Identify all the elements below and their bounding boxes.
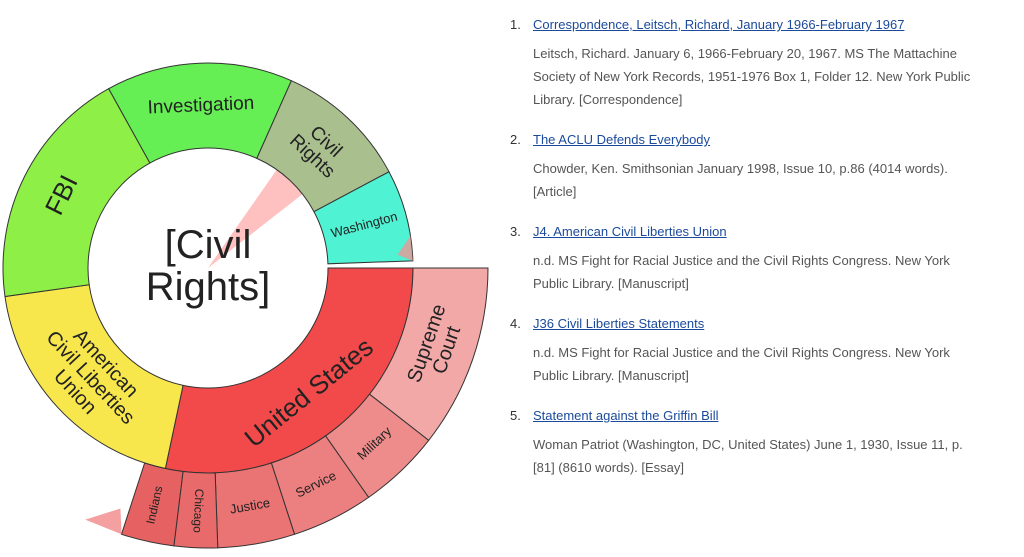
item-description: Leitsch, Richard. January 6, 1966-Februa… (533, 46, 971, 107)
result-item: 1. Correspondence, Leitsch, Richard, Janu… (505, 14, 985, 111)
label-line: [Civil (165, 223, 252, 267)
result-item: 5. Statement against the Griffin Bill Woma… (505, 405, 985, 479)
result-list: 1. Correspondence, Leitsch, Richard, Janu… (505, 14, 985, 497)
item-description: n.d. MS Fight for Racial Justice and the… (533, 345, 950, 383)
subsegment (120, 462, 184, 547)
segment (313, 171, 414, 265)
item-link[interactable]: Correspondence, Leitsch, Richard, Januar… (533, 17, 905, 32)
label-line: Investigation (147, 93, 255, 119)
sunburst: InvestigationCivilRightsWashingtonUnited… (2, 62, 489, 549)
item-link[interactable]: J36 Civil Liberties Statements (533, 316, 705, 331)
item-number: 5. (510, 408, 521, 423)
label-line: Justice (229, 495, 271, 517)
item-number: 1. (510, 17, 521, 32)
item-number: 2. (510, 132, 521, 147)
label-line: Rights] (146, 265, 271, 309)
item-link[interactable]: Statement against the Griffin Bill (533, 408, 719, 423)
segment-label: [Civil Rights] (146, 223, 271, 309)
segment-label: Investigation (147, 93, 255, 119)
segment-label: Justice (229, 495, 271, 517)
item-description: n.d. MS Fight for Racial Justice and the… (533, 253, 950, 291)
result-item: 2. The ACLU Defends Everybody Chowder, Ken… (505, 129, 985, 203)
highlight (85, 508, 122, 535)
result-item: 4. J36 Civil Liberties Statements n.d. MS … (505, 313, 985, 387)
segment (2, 88, 151, 298)
item-description: Chowder, Ken. Smithsonian January 1998, … (533, 161, 948, 199)
item-link[interactable]: The ACLU Defends Everybody (533, 132, 711, 147)
item-number: 4. (510, 316, 521, 331)
item-description: Woman Patriot (Washington, DC, United St… (533, 437, 963, 475)
item-link[interactable]: J4. American Civil Liberties Union (533, 224, 727, 239)
label-line: Chicago (190, 489, 206, 534)
highlight (397, 235, 413, 261)
item-number: 3. (510, 224, 521, 239)
segment-label: Chicago (190, 489, 206, 534)
result-item: 3. J4. American Civil Liberties Union n.d.… (505, 221, 985, 295)
